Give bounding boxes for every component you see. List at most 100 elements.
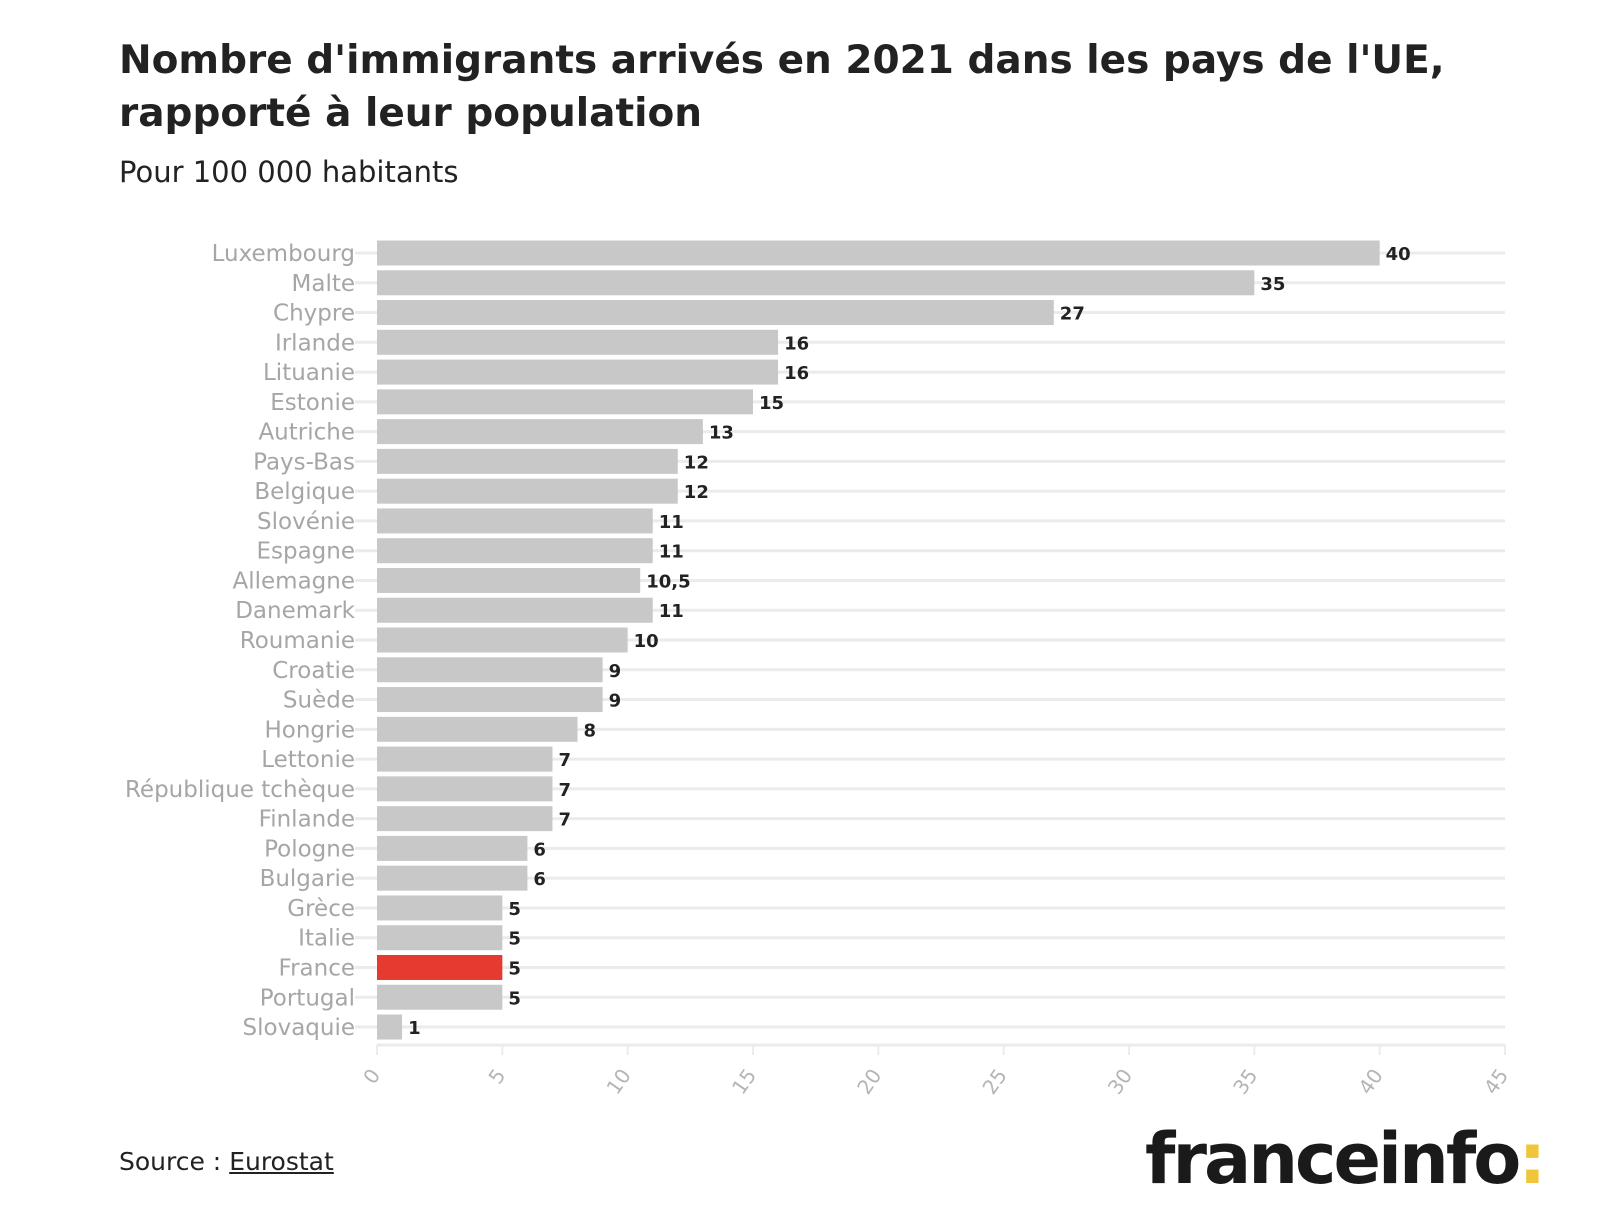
category-label: Estonie <box>270 390 355 416</box>
bar-chypre <box>377 300 1054 326</box>
bar-italie <box>377 925 503 951</box>
value-label: 40 <box>1386 244 1411 265</box>
bar-belgique <box>377 478 678 504</box>
category-label: Portugal <box>260 985 355 1011</box>
value-label: 12 <box>684 482 709 503</box>
x-tick-label: 5 <box>483 1064 510 1088</box>
chart-title: Nombre d'immigrants arrivés en 2021 dans… <box>119 38 1445 136</box>
x-tick-label: 20 <box>852 1064 886 1099</box>
bar-suède <box>377 687 603 713</box>
category-label: Autriche <box>258 420 355 446</box>
category-label: Bulgarie <box>260 866 355 892</box>
value-label: 6 <box>533 839 546 860</box>
source-note: Source : Eurostat <box>119 1147 334 1176</box>
value-label: 11 <box>659 512 684 533</box>
x-tick-label: 45 <box>1479 1064 1513 1099</box>
bar-lettonie <box>377 746 553 772</box>
x-tick-label: 40 <box>1354 1064 1388 1099</box>
x-tick-label: 35 <box>1228 1064 1262 1099</box>
value-label: 7 <box>558 780 571 801</box>
value-label: 5 <box>508 929 521 950</box>
value-label: 5 <box>508 958 521 979</box>
category-label: République tchèque <box>125 777 355 803</box>
bar-slovénie <box>377 508 653 534</box>
category-label: Espagne <box>256 539 355 565</box>
category-label: Lituanie <box>263 360 355 386</box>
value-label: 1 <box>408 1018 421 1039</box>
value-label: 16 <box>784 363 809 384</box>
category-label: Malte <box>292 271 356 297</box>
x-tick-label: 25 <box>978 1064 1012 1099</box>
bar-danemark <box>377 597 653 623</box>
x-tick-label: 10 <box>602 1064 636 1099</box>
category-label: Chypre <box>273 301 355 327</box>
category-label: Danemark <box>235 598 355 624</box>
value-label: 13 <box>709 423 734 444</box>
category-label: France <box>279 955 355 981</box>
value-label: 5 <box>508 899 521 920</box>
bar-pologne <box>377 835 528 861</box>
bar-malte <box>377 270 1255 296</box>
value-label: 27 <box>1060 304 1085 325</box>
value-label: 7 <box>558 750 571 771</box>
value-label: 6 <box>533 869 546 890</box>
value-label: 11 <box>659 601 684 622</box>
bar-république-tchèque <box>377 776 553 802</box>
x-tick-label: 0 <box>358 1064 385 1088</box>
x-tick-label: 30 <box>1103 1064 1137 1099</box>
category-label: Slovénie <box>257 509 355 535</box>
bar-finlande <box>377 806 553 832</box>
category-label: Irlande <box>275 330 355 356</box>
value-label: 7 <box>558 810 571 831</box>
category-label: Croatie <box>272 658 355 684</box>
value-label: 8 <box>584 720 597 741</box>
category-label: Belgique <box>254 479 355 505</box>
franceinfo-logo: franceinfo: <box>1145 1118 1546 1200</box>
bar-irlande <box>377 329 779 355</box>
chart-subtitle: Pour 100 000 habitants <box>119 155 459 189</box>
category-label: Pologne <box>264 836 355 862</box>
value-label: 9 <box>609 691 622 712</box>
logo-text: franceinfo <box>1145 1118 1521 1200</box>
value-label: 10 <box>634 631 659 652</box>
bar-france <box>377 954 503 980</box>
value-label: 9 <box>609 661 622 682</box>
bar-slovaquie <box>377 1014 403 1040</box>
bar-estonie <box>377 389 753 415</box>
source-link[interactable]: Eurostat <box>229 1147 334 1176</box>
bar-luxembourg <box>377 240 1380 266</box>
bar-lituanie <box>377 359 779 385</box>
category-label: Grèce <box>287 896 355 922</box>
bar-bulgarie <box>377 865 528 891</box>
bar-pays-bas <box>377 448 678 474</box>
value-label: 16 <box>784 333 809 354</box>
bar-portugal <box>377 984 503 1010</box>
category-label: Allemagne <box>233 568 356 594</box>
bar-croatie <box>377 657 603 683</box>
category-label: Roumanie <box>240 628 355 654</box>
category-label: Italie <box>298 926 355 952</box>
x-tick-label: 15 <box>727 1064 761 1099</box>
bar-espagne <box>377 538 653 564</box>
bar-allemagne <box>377 567 641 593</box>
value-label: 15 <box>759 393 784 414</box>
category-label: Hongrie <box>264 717 355 743</box>
bar-grèce <box>377 895 503 921</box>
category-label: Suède <box>283 688 355 714</box>
value-label: 35 <box>1260 274 1285 295</box>
category-label: Pays-Bas <box>253 449 355 475</box>
category-label: Luxembourg <box>212 241 355 267</box>
bar-hongrie <box>377 716 578 742</box>
category-label: Lettonie <box>261 747 355 773</box>
category-label: Slovaquie <box>243 1015 355 1041</box>
value-label: 12 <box>684 452 709 473</box>
value-label: 11 <box>659 542 684 563</box>
bar-roumanie <box>377 627 628 653</box>
logo-colon: : <box>1518 1118 1546 1200</box>
source-prefix: Source : <box>119 1147 230 1176</box>
bar-autriche <box>377 419 703 445</box>
value-label: 5 <box>508 988 521 1009</box>
category-label: Finlande <box>259 807 355 833</box>
